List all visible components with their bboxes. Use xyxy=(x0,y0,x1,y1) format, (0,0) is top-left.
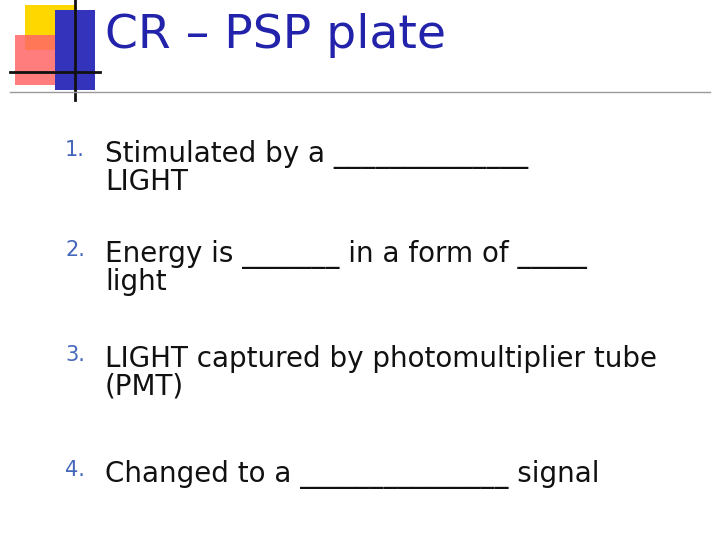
Text: 2.: 2. xyxy=(65,240,85,260)
Text: LIGHT captured by photomultiplier tube: LIGHT captured by photomultiplier tube xyxy=(105,345,657,373)
Text: 4.: 4. xyxy=(65,460,85,480)
Polygon shape xyxy=(55,10,95,90)
Polygon shape xyxy=(25,5,75,50)
Text: Energy is _______ in a form of _____: Energy is _______ in a form of _____ xyxy=(105,240,587,269)
Text: Changed to a _______________ signal: Changed to a _______________ signal xyxy=(105,460,600,489)
Text: Stimulated by a ______________: Stimulated by a ______________ xyxy=(105,140,528,169)
Text: light: light xyxy=(105,268,166,296)
Polygon shape xyxy=(15,35,65,85)
Text: 1.: 1. xyxy=(65,140,85,160)
Text: (PMT): (PMT) xyxy=(105,373,184,401)
Text: CR – PSP plate: CR – PSP plate xyxy=(105,12,446,57)
Text: LIGHT: LIGHT xyxy=(105,168,188,196)
Text: 3.: 3. xyxy=(65,345,85,365)
